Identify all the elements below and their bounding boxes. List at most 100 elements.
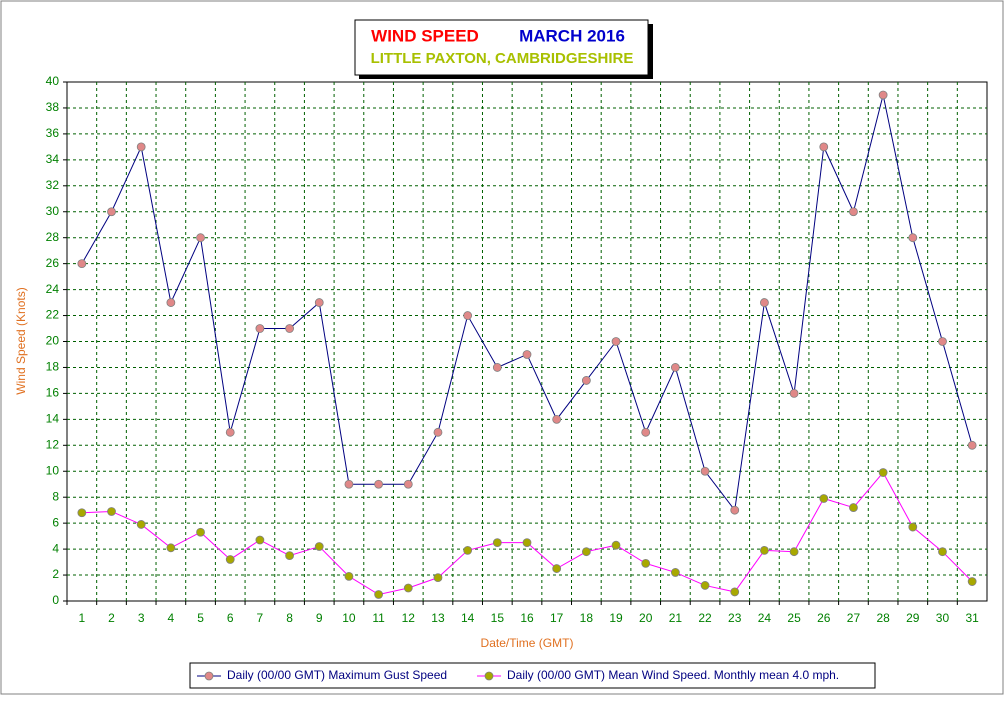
data-point xyxy=(700,466,710,476)
x-tick-label: 23 xyxy=(728,611,742,625)
data-point xyxy=(522,350,532,359)
x-tick-label: 19 xyxy=(609,611,623,625)
data-point xyxy=(107,207,116,217)
data-point xyxy=(403,583,413,593)
y-axis-label: Wind Speed (Knots) xyxy=(14,287,28,394)
data-point xyxy=(285,324,294,333)
data-point xyxy=(938,547,947,557)
data-point xyxy=(611,540,621,550)
x-tick-label: 24 xyxy=(758,611,772,625)
data-point xyxy=(403,479,413,489)
x-tick-label: 6 xyxy=(227,611,234,625)
data-point xyxy=(908,233,918,243)
data-point xyxy=(908,522,918,532)
data-point xyxy=(374,590,384,599)
y-tick-label: 34 xyxy=(46,152,60,166)
data-point xyxy=(314,298,324,307)
y-tick-label: 6 xyxy=(52,515,59,529)
legend-label: Daily (00/00 GMT) Maximum Gust Speed xyxy=(227,668,447,682)
x-tick-label: 25 xyxy=(787,611,801,625)
data-point xyxy=(760,298,769,307)
data-point xyxy=(641,558,651,568)
y-tick-label: 18 xyxy=(46,360,60,374)
y-tick-label: 24 xyxy=(46,282,60,296)
x-tick-label: 28 xyxy=(876,611,890,625)
x-tick-label: 2 xyxy=(108,611,115,625)
data-point xyxy=(849,503,858,512)
data-point xyxy=(730,505,740,515)
x-tick-label: 7 xyxy=(257,611,264,625)
x-tick-label: 5 xyxy=(197,611,204,625)
data-point xyxy=(225,427,235,437)
title: MARCH 2016 xyxy=(519,26,625,45)
data-point xyxy=(641,427,651,437)
data-point xyxy=(670,568,680,577)
x-tick-label: 22 xyxy=(698,611,712,625)
data-point xyxy=(967,577,977,586)
data-point xyxy=(670,363,680,372)
x-tick-label: 12 xyxy=(402,611,416,625)
data-point xyxy=(463,545,473,555)
data-point xyxy=(581,547,591,557)
data-point xyxy=(344,571,354,581)
x-tick-label: 9 xyxy=(316,611,323,625)
x-tick-label: 17 xyxy=(550,611,564,625)
data-point xyxy=(700,581,710,590)
x-axis-label: Date/Time (GMT) xyxy=(481,636,574,650)
x-tick-label: 18 xyxy=(580,611,594,625)
data-point xyxy=(552,414,562,424)
data-point xyxy=(136,520,146,529)
data-point xyxy=(522,538,532,548)
data-point xyxy=(433,427,443,437)
x-tick-label: 3 xyxy=(138,611,145,625)
x-tick-label: 14 xyxy=(461,611,475,625)
legend-marker xyxy=(204,671,214,681)
data-point xyxy=(255,324,265,333)
title: WIND SPEED xyxy=(371,26,479,45)
data-point xyxy=(285,551,294,560)
y-tick-label: 10 xyxy=(46,463,60,477)
data-point xyxy=(552,564,562,573)
x-tick-label: 30 xyxy=(936,611,950,625)
legend-marker xyxy=(484,671,494,681)
data-point xyxy=(581,376,591,385)
y-tick-label: 36 xyxy=(46,126,60,140)
data-point xyxy=(819,494,829,503)
data-point xyxy=(938,337,947,346)
y-tick-label: 0 xyxy=(52,593,59,607)
y-tick-label: 22 xyxy=(46,308,60,322)
data-point xyxy=(967,440,977,450)
y-tick-label: 14 xyxy=(46,412,60,426)
x-tick-label: 10 xyxy=(342,611,356,625)
data-point xyxy=(196,233,205,243)
x-tick-label: 31 xyxy=(965,611,979,625)
data-point xyxy=(611,337,621,346)
x-tick-label: 29 xyxy=(906,611,920,625)
title-box xyxy=(354,19,649,76)
data-point xyxy=(77,508,87,518)
data-point xyxy=(433,573,443,583)
data-point xyxy=(849,207,858,217)
y-tick-label: 4 xyxy=(52,541,59,555)
y-tick-label: 26 xyxy=(46,256,60,270)
x-tick-label: 16 xyxy=(520,611,534,625)
y-tick-label: 30 xyxy=(46,204,60,218)
data-point xyxy=(760,545,769,555)
y-tick-label: 28 xyxy=(46,230,60,244)
x-tick-label: 1 xyxy=(78,611,85,625)
x-tick-label: 4 xyxy=(168,611,175,625)
x-tick-label: 27 xyxy=(847,611,861,625)
data-point xyxy=(166,298,176,307)
y-tick-label: 40 xyxy=(46,74,60,88)
y-tick-label: 8 xyxy=(52,489,59,503)
data-point xyxy=(225,555,235,564)
y-tick-label: 12 xyxy=(46,437,60,451)
data-point xyxy=(730,587,740,597)
data-point xyxy=(819,142,829,152)
x-tick-label: 8 xyxy=(286,611,293,625)
data-point xyxy=(463,311,473,320)
x-tick-label: 11 xyxy=(372,611,385,625)
data-point xyxy=(789,388,799,398)
y-tick-label: 20 xyxy=(46,334,60,348)
